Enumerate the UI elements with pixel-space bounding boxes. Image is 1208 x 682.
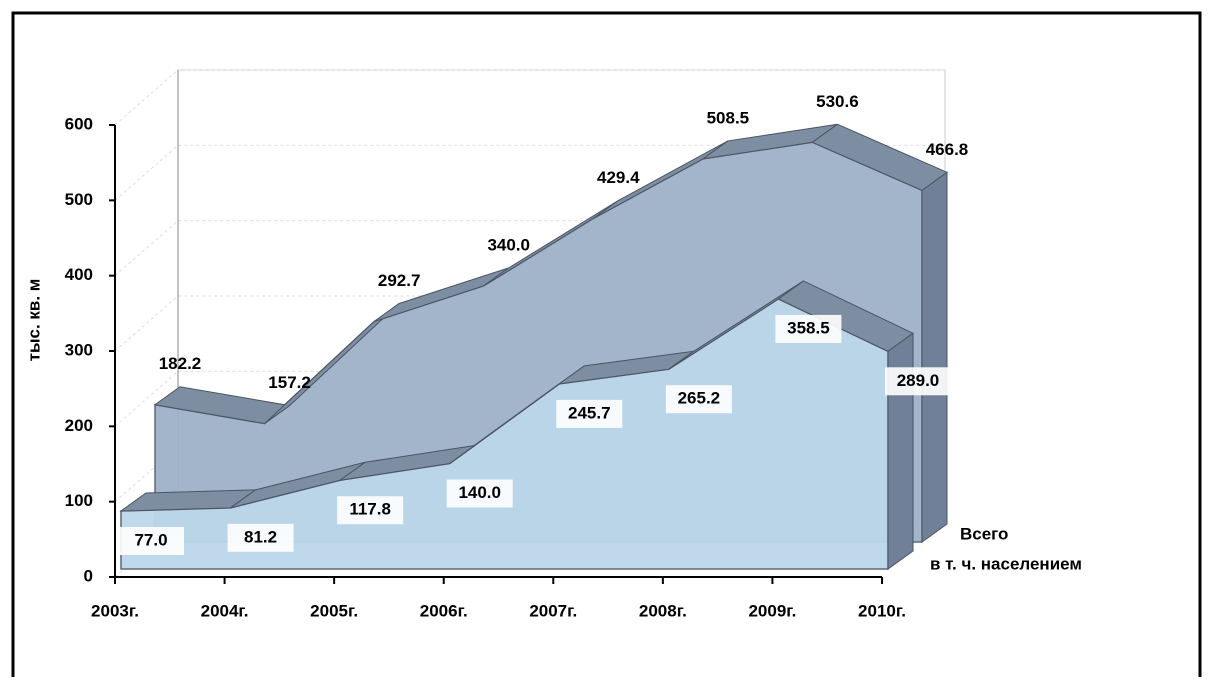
value-label: 508.5	[707, 108, 750, 127]
x-tick-label: 2005г.	[310, 601, 358, 620]
y-tick-label: 0	[84, 566, 93, 585]
x-tick-label: 2010г.	[858, 601, 906, 620]
value-label: 245.7	[568, 403, 611, 422]
value-label: 117.8	[349, 500, 391, 519]
x-tick-label: 2008г.	[639, 601, 687, 620]
y-tick-label: 100	[65, 491, 93, 510]
value-label: 429.4	[597, 168, 640, 187]
y-tick-label: 500	[65, 190, 93, 209]
value-label: 140.0	[458, 483, 501, 502]
x-tick-label: 2004г.	[201, 601, 249, 620]
x-tick-label: 2007г.	[529, 601, 577, 620]
value-label: 157.2	[268, 373, 311, 392]
x-tick-label: 2003г.	[91, 601, 139, 620]
y-tick-label: 400	[65, 265, 93, 284]
x-tick-label: 2006г.	[420, 601, 468, 620]
y-axis-title: тыс. кв. м	[24, 279, 43, 362]
value-label: 289.0	[897, 371, 940, 390]
value-label: 182.2	[159, 354, 202, 373]
value-label: 81.2	[244, 527, 277, 546]
legend-label: в т. ч. населением	[930, 554, 1082, 573]
x-tick-label: 2009г.	[748, 601, 796, 620]
value-label: 77.0	[134, 530, 167, 549]
chart: тыс. кв. м 0 100 200 300 400 500 600 182.2 157.2…	[0, 0, 1208, 677]
value-label: 265.2	[678, 389, 721, 408]
y-tick-label: 300	[65, 340, 93, 359]
value-label: 292.7	[378, 271, 421, 290]
value-label: 340.0	[487, 235, 530, 254]
value-label: 358.5	[787, 318, 830, 337]
value-label: 530.6	[816, 92, 859, 111]
legend-label: Всего	[960, 524, 1008, 543]
y-tick-label: 200	[65, 416, 93, 435]
y-tick-label: 600	[65, 114, 93, 133]
area-side-face	[922, 172, 947, 542]
value-label: 466.8	[926, 140, 969, 159]
